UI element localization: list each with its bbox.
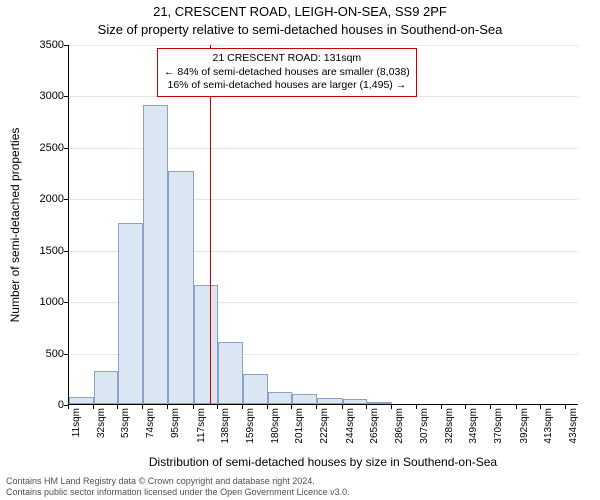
reference-line	[210, 45, 211, 404]
x-tick-label: 74sqm	[145, 408, 156, 458]
y-tick-label: 500	[30, 348, 64, 360]
x-tick-mark	[465, 405, 466, 409]
x-tick-label: 180sqm	[270, 408, 281, 458]
x-tick-mark	[565, 405, 566, 409]
x-tick-mark	[193, 405, 194, 409]
histogram-bar	[94, 371, 119, 404]
histogram-bar	[69, 397, 94, 404]
histogram-plot-area: 21 CRESCENT ROAD: 131sqm← 84% of semi-de…	[68, 45, 578, 405]
y-tick-mark	[64, 96, 68, 97]
x-tick-mark	[540, 405, 541, 409]
x-tick-mark	[342, 405, 343, 409]
x-tick-label: 95sqm	[170, 408, 181, 458]
x-tick-label: 53sqm	[120, 408, 131, 458]
x-tick-mark	[117, 405, 118, 409]
x-tick-label: 32sqm	[96, 408, 107, 458]
x-tick-label: 434sqm	[568, 408, 579, 458]
histogram-bar	[367, 402, 392, 404]
x-tick-label: 349sqm	[468, 408, 479, 458]
x-tick-label: 328sqm	[444, 408, 455, 458]
x-tick-mark	[416, 405, 417, 409]
x-tick-label: 138sqm	[220, 408, 231, 458]
x-tick-label: 222sqm	[319, 408, 330, 458]
x-tick-mark	[441, 405, 442, 409]
x-tick-label: 286sqm	[394, 408, 405, 458]
x-tick-mark	[291, 405, 292, 409]
x-tick-mark	[217, 405, 218, 409]
x-tick-mark	[516, 405, 517, 409]
footer-attribution: Contains HM Land Registry data © Crown c…	[6, 476, 350, 498]
histogram-bar	[168, 171, 194, 404]
annotation-box: 21 CRESCENT ROAD: 131sqm← 84% of semi-de…	[157, 48, 417, 97]
histogram-bar	[194, 285, 219, 404]
x-tick-mark	[490, 405, 491, 409]
x-tick-label: 413sqm	[543, 408, 554, 458]
histogram-bar	[118, 223, 143, 404]
x-tick-mark	[242, 405, 243, 409]
y-tick-label: 1000	[30, 296, 64, 308]
chart-title-line2: Size of property relative to semi-detach…	[0, 22, 600, 37]
histogram-bar	[143, 105, 168, 404]
x-tick-mark	[68, 405, 69, 409]
x-tick-label: 11sqm	[71, 408, 82, 458]
y-tick-label: 2500	[30, 142, 64, 154]
x-tick-label: 244sqm	[345, 408, 356, 458]
x-tick-mark	[267, 405, 268, 409]
x-tick-label: 265sqm	[369, 408, 380, 458]
x-tick-label: 370sqm	[493, 408, 504, 458]
annotation-line: 21 CRESCENT ROAD: 131sqm	[164, 52, 410, 66]
x-tick-mark	[142, 405, 143, 409]
y-tick-label: 0	[30, 399, 64, 411]
footer-line1: Contains HM Land Registry data © Crown c…	[6, 476, 350, 487]
x-tick-label: 117sqm	[196, 408, 207, 458]
x-tick-label: 392sqm	[519, 408, 530, 458]
y-tick-mark	[64, 45, 68, 46]
x-tick-mark	[316, 405, 317, 409]
x-tick-label: 159sqm	[245, 408, 256, 458]
histogram-bar	[292, 394, 317, 404]
histogram-bar	[268, 392, 293, 404]
x-tick-mark	[93, 405, 94, 409]
annotation-line: ← 84% of semi-detached houses are smalle…	[164, 66, 410, 80]
y-tick-mark	[64, 251, 68, 252]
x-tick-label: 307sqm	[419, 408, 430, 458]
x-tick-label: 201sqm	[294, 408, 305, 458]
y-tick-mark	[64, 148, 68, 149]
histogram-bar	[343, 399, 368, 404]
y-tick-mark	[64, 354, 68, 355]
y-tick-label: 3500	[30, 39, 64, 51]
footer-line2: Contains public sector information licen…	[6, 487, 350, 498]
annotation-line: 16% of semi-detached houses are larger (…	[164, 79, 410, 93]
x-tick-mark	[167, 405, 168, 409]
x-tick-mark	[391, 405, 392, 409]
chart-title-line1: 21, CRESCENT ROAD, LEIGH-ON-SEA, SS9 2PF	[0, 4, 600, 19]
y-axis-label: Number of semi-detached properties	[8, 45, 24, 405]
y-tick-mark	[64, 302, 68, 303]
x-tick-mark	[366, 405, 367, 409]
histogram-bar	[317, 398, 343, 404]
histogram-bar	[243, 374, 268, 404]
y-tick-mark	[64, 199, 68, 200]
gridline	[69, 45, 578, 46]
y-tick-label: 2000	[30, 193, 64, 205]
y-tick-label: 3000	[30, 90, 64, 102]
histogram-bar	[218, 342, 243, 404]
y-tick-label: 1500	[30, 245, 64, 257]
